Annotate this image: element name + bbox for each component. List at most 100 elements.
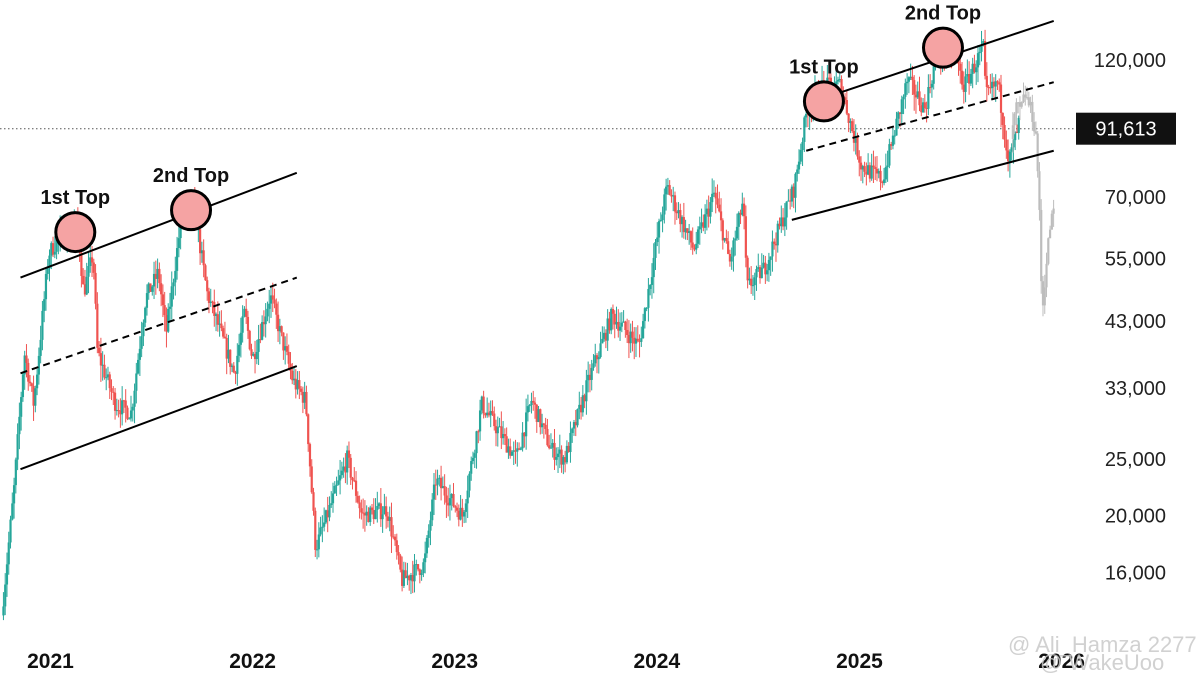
candle-233	[415, 559, 418, 576]
candle-513	[911, 65, 914, 95]
projection-candle-11	[1031, 94, 1034, 131]
candle-314	[558, 434, 561, 469]
candle-99	[177, 224, 180, 258]
candle-433	[769, 256, 772, 276]
candle-392	[696, 226, 700, 249]
candle-567	[1007, 139, 1010, 172]
candle-140	[250, 343, 253, 359]
candle-502	[891, 127, 895, 150]
candle-272	[484, 412, 487, 418]
candle-204	[363, 500, 367, 532]
candle-111	[199, 223, 202, 265]
candle-489	[868, 162, 871, 183]
candle-477	[847, 113, 850, 133]
x-axis: 2021 2022 2023 2024 2025 2026	[27, 650, 1085, 673]
candle-261	[464, 498, 467, 523]
candle-524	[930, 80, 934, 98]
candle-122	[218, 311, 221, 337]
candle-442	[785, 201, 788, 230]
candle-349	[620, 312, 623, 333]
candle-505	[897, 111, 900, 129]
candle-147	[262, 310, 266, 337]
candle-438	[778, 217, 781, 230]
candle-565	[1003, 116, 1006, 148]
candle-260	[463, 510, 466, 524]
candle-573	[1017, 115, 1020, 140]
channel-line-2	[20, 365, 298, 471]
current-price-badge[interactable]	[1076, 112, 1176, 145]
candle-298	[530, 392, 533, 414]
candle-443	[787, 189, 790, 202]
candle-409	[727, 231, 730, 255]
candle-518	[920, 97, 923, 117]
candle-252	[448, 484, 452, 521]
candle-165	[294, 369, 297, 399]
candle-61	[110, 379, 113, 401]
candle-12	[23, 350, 26, 390]
candle-347	[617, 309, 620, 338]
candle-444	[789, 188, 792, 210]
candle-352	[626, 318, 629, 343]
candle-158	[282, 332, 285, 360]
candle-178	[317, 522, 320, 558]
candle-121	[216, 301, 219, 332]
candle-569	[1010, 143, 1013, 161]
top-marker-3	[921, 26, 964, 69]
candle-97	[174, 256, 177, 296]
candle-58	[105, 368, 108, 391]
candle-152	[271, 282, 274, 313]
candle-498	[884, 153, 887, 183]
candle-154	[275, 298, 278, 329]
projection-candle-7	[1024, 85, 1027, 106]
candle-65	[117, 399, 120, 418]
candle-127	[227, 334, 230, 364]
candle-289	[514, 439, 517, 464]
candle-363	[645, 307, 648, 312]
candle-499	[886, 150, 889, 182]
candle-168	[300, 386, 303, 396]
candle-341	[606, 309, 609, 351]
candle-496	[881, 180, 884, 188]
candle-264	[470, 456, 473, 481]
candle-92	[165, 307, 168, 348]
candle-227	[404, 562, 407, 579]
candle-68	[122, 399, 126, 414]
candle-22	[41, 300, 44, 351]
candle-27	[50, 241, 53, 270]
candle-123	[220, 310, 223, 332]
y-tick-label-5: 25,000	[1105, 449, 1166, 471]
candle-228	[406, 562, 409, 586]
candle-242	[431, 493, 434, 527]
candle-258	[459, 495, 462, 521]
candle-323	[574, 409, 577, 437]
candle-137	[245, 298, 248, 324]
candle-559	[992, 77, 996, 98]
candle-192	[342, 457, 345, 478]
candle-25	[46, 259, 49, 280]
candle-213	[379, 488, 382, 527]
candle-94	[168, 292, 172, 321]
candle-564	[1001, 112, 1004, 140]
candle-194	[346, 445, 349, 485]
candle-167	[298, 371, 301, 400]
candle-206	[367, 507, 370, 523]
candle-311	[553, 429, 556, 471]
candle-157	[280, 325, 283, 337]
candle-221	[393, 534, 397, 546]
candle-479	[851, 118, 854, 133]
candle-184	[328, 496, 331, 522]
candle-389	[691, 227, 694, 255]
candle-483	[858, 150, 861, 177]
candle-351	[624, 320, 627, 338]
candle-85	[152, 261, 156, 300]
candle-197	[351, 476, 354, 490]
candle-302	[537, 405, 540, 423]
projection-candle-12	[1033, 112, 1036, 136]
candle-566	[1005, 130, 1008, 159]
candle-368	[654, 239, 657, 270]
candle-96	[172, 278, 175, 300]
price-label-group[interactable]: 91,613	[1076, 112, 1176, 145]
candle-481	[854, 124, 857, 155]
candle-87	[156, 258, 159, 289]
candle-319	[567, 442, 570, 453]
